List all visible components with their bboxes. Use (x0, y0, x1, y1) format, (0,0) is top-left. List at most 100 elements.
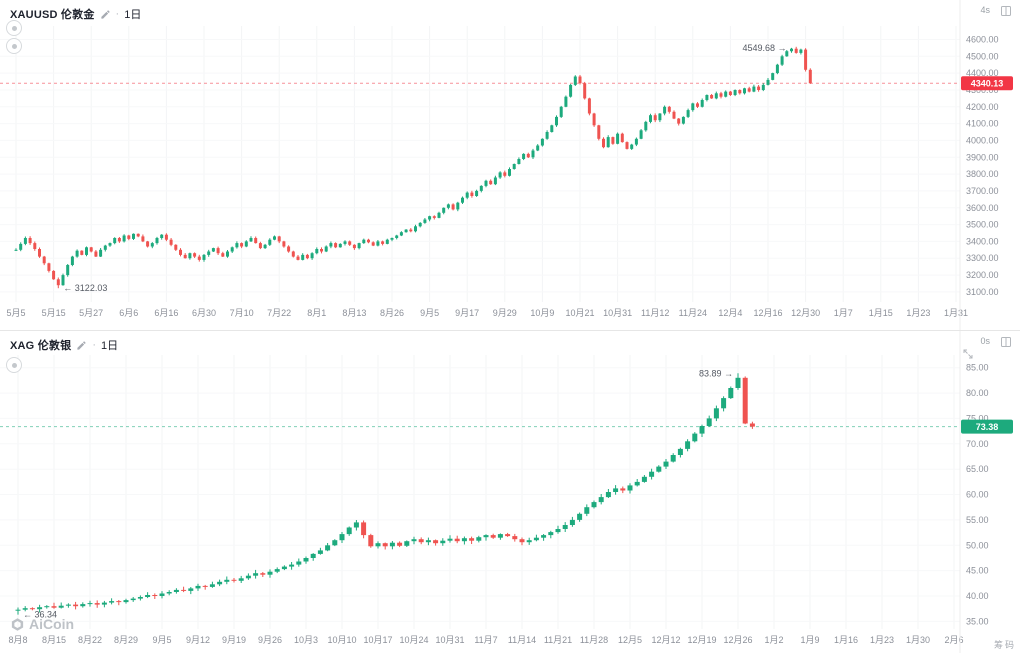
svg-text:3900.00: 3900.00 (966, 152, 999, 162)
svg-text:60.00: 60.00 (966, 490, 989, 500)
svg-text:12月26: 12月26 (723, 635, 752, 645)
gold-interval-label[interactable]: 1日 (124, 9, 142, 21)
header-separator: · (92, 339, 96, 351)
svg-text:4500.00: 4500.00 (966, 51, 999, 61)
svg-text:9月26: 9月26 (258, 635, 282, 645)
svg-text:12月5: 12月5 (618, 635, 642, 645)
svg-text:10月3: 10月3 (294, 635, 318, 645)
svg-text:8月29: 8月29 (114, 635, 138, 645)
gold-candlestick-chart[interactable]: 5月5 5月15 5月27 6月6 6月16 6月30 7月10 7月22 8月1 8月13 8月2… (0, 0, 1020, 330)
svg-text:← 3122.03: ← 3122.03 (63, 283, 107, 293)
svg-text:12月16: 12月16 (753, 308, 782, 318)
svg-text:1月23: 1月23 (870, 635, 894, 645)
svg-text:1月7: 1月7 (834, 308, 853, 318)
gold-chart-header: XAUUSD 伦敦金 · 1日 (10, 6, 141, 22)
svg-text:75.00: 75.00 (966, 413, 989, 423)
svg-text:6月6: 6月6 (119, 308, 138, 318)
svg-text:10月10: 10月10 (327, 635, 356, 645)
svg-text:3200.00: 3200.00 (966, 270, 999, 280)
svg-text:1月16: 1月16 (834, 635, 858, 645)
svg-text:12月12: 12月12 (651, 635, 680, 645)
svg-text:9月29: 9月29 (493, 308, 517, 318)
svg-text:10月21: 10月21 (565, 308, 594, 318)
svg-text:2月6: 2月6 (944, 635, 963, 645)
svg-text:9月17: 9月17 (455, 308, 479, 318)
svg-text:80.00: 80.00 (966, 388, 989, 398)
panel-layout-icon[interactable] (1000, 335, 1012, 353)
silver-candlestick-chart[interactable]: 8月8 8月15 8月22 8月29 9月5 9月12 9月19 9月26 10月3 10月10 1… (0, 331, 1020, 653)
svg-text:6月16: 6月16 (154, 308, 178, 318)
svg-text:7月10: 7月10 (230, 308, 254, 318)
svg-text:3100.00: 3100.00 (966, 287, 999, 297)
fullscreen-icon[interactable] (962, 347, 974, 365)
svg-text:4100.00: 4100.00 (966, 119, 999, 129)
svg-text:3600.00: 3600.00 (966, 203, 999, 213)
svg-text:11月28: 11月28 (580, 635, 608, 645)
svg-text:1月31: 1月31 (944, 308, 968, 318)
svg-text:1月30: 1月30 (906, 635, 930, 645)
svg-text:11月7: 11月7 (474, 635, 497, 645)
svg-text:8月22: 8月22 (78, 635, 102, 645)
svg-text:3700.00: 3700.00 (966, 186, 999, 196)
svg-text:11月14: 11月14 (508, 635, 536, 645)
svg-text:7月22: 7月22 (267, 308, 291, 318)
gold-symbol-title[interactable]: XAUUSD 伦敦金 (10, 9, 95, 21)
silver-chart-panel: 8月8 8月15 8月22 8月29 9月5 9月12 9月19 9月26 10月3 10月10 1… (0, 330, 1020, 653)
svg-text:4549.68 →: 4549.68 → (742, 43, 786, 53)
svg-text:10月31: 10月31 (435, 635, 464, 645)
svg-text:35.00: 35.00 (966, 616, 989, 626)
svg-text:9月12: 9月12 (186, 635, 210, 645)
svg-text:1月15: 1月15 (869, 308, 893, 318)
svg-text:1月23: 1月23 (906, 308, 930, 318)
panel-layout-icon[interactable] (1000, 4, 1012, 22)
svg-text:1月9: 1月9 (800, 635, 819, 645)
svg-text:4200.00: 4200.00 (966, 102, 999, 112)
svg-text:50.00: 50.00 (966, 540, 989, 550)
svg-text:← 36.34: ← 36.34 (23, 610, 57, 620)
svg-text:55.00: 55.00 (966, 515, 989, 525)
silver-indicator-button[interactable] (6, 357, 22, 373)
silver-interval-label[interactable]: 1日 (100, 340, 119, 352)
svg-text:8月13: 8月13 (342, 308, 366, 318)
svg-text:4340.13: 4340.13 (971, 79, 1004, 89)
svg-text:12月19: 12月19 (687, 635, 716, 645)
svg-text:65.00: 65.00 (966, 464, 989, 474)
svg-text:11月12: 11月12 (641, 308, 669, 318)
svg-text:83.89 →: 83.89 → (699, 368, 733, 378)
svg-text:11月24: 11月24 (679, 308, 707, 318)
svg-text:3300.00: 3300.00 (966, 253, 999, 263)
svg-text:3400.00: 3400.00 (966, 236, 999, 246)
svg-text:8月8: 8月8 (8, 635, 27, 645)
gold-chart-panel: 5月5 5月15 5月27 6月6 6月16 6月30 7月10 7月22 8月1 8月13 8月2… (0, 0, 1020, 330)
svg-text:11月21: 11月21 (544, 635, 572, 645)
svg-text:6月30: 6月30 (192, 308, 216, 318)
svg-text:70.00: 70.00 (966, 439, 989, 449)
corner-tool-label[interactable]: 筹码 (993, 640, 1016, 650)
svg-text:45.00: 45.00 (966, 566, 989, 576)
svg-text:10月31: 10月31 (603, 308, 632, 318)
silver-chart-header: XAG 伦敦银 · 1日 (10, 337, 118, 353)
svg-text:4400.00: 4400.00 (966, 68, 999, 78)
svg-text:10月9: 10月9 (530, 308, 554, 318)
svg-text:4600.00: 4600.00 (966, 35, 999, 45)
svg-text:12月4: 12月4 (718, 308, 742, 318)
svg-text:40.00: 40.00 (966, 591, 989, 601)
svg-text:8月26: 8月26 (380, 308, 404, 318)
edit-icon[interactable] (100, 9, 111, 20)
svg-text:3800.00: 3800.00 (966, 169, 999, 179)
svg-text:3500.00: 3500.00 (966, 220, 999, 230)
svg-text:9月5: 9月5 (420, 308, 439, 318)
edit-icon[interactable] (76, 340, 87, 351)
gold-indicator-button-1[interactable] (6, 20, 22, 36)
gold-latency-label: 4s (980, 5, 990, 15)
svg-text:5月15: 5月15 (42, 308, 66, 318)
svg-text:9月5: 9月5 (152, 635, 171, 645)
svg-text:8月1: 8月1 (307, 308, 326, 318)
svg-text:1月2: 1月2 (764, 635, 783, 645)
silver-symbol-title[interactable]: XAG 伦敦银 (10, 340, 72, 352)
gold-indicator-button-2[interactable] (6, 38, 22, 54)
svg-text:10月17: 10月17 (363, 635, 392, 645)
svg-text:85.00: 85.00 (966, 363, 989, 373)
svg-text:5月27: 5月27 (79, 308, 103, 318)
svg-text:12月30: 12月30 (791, 308, 820, 318)
